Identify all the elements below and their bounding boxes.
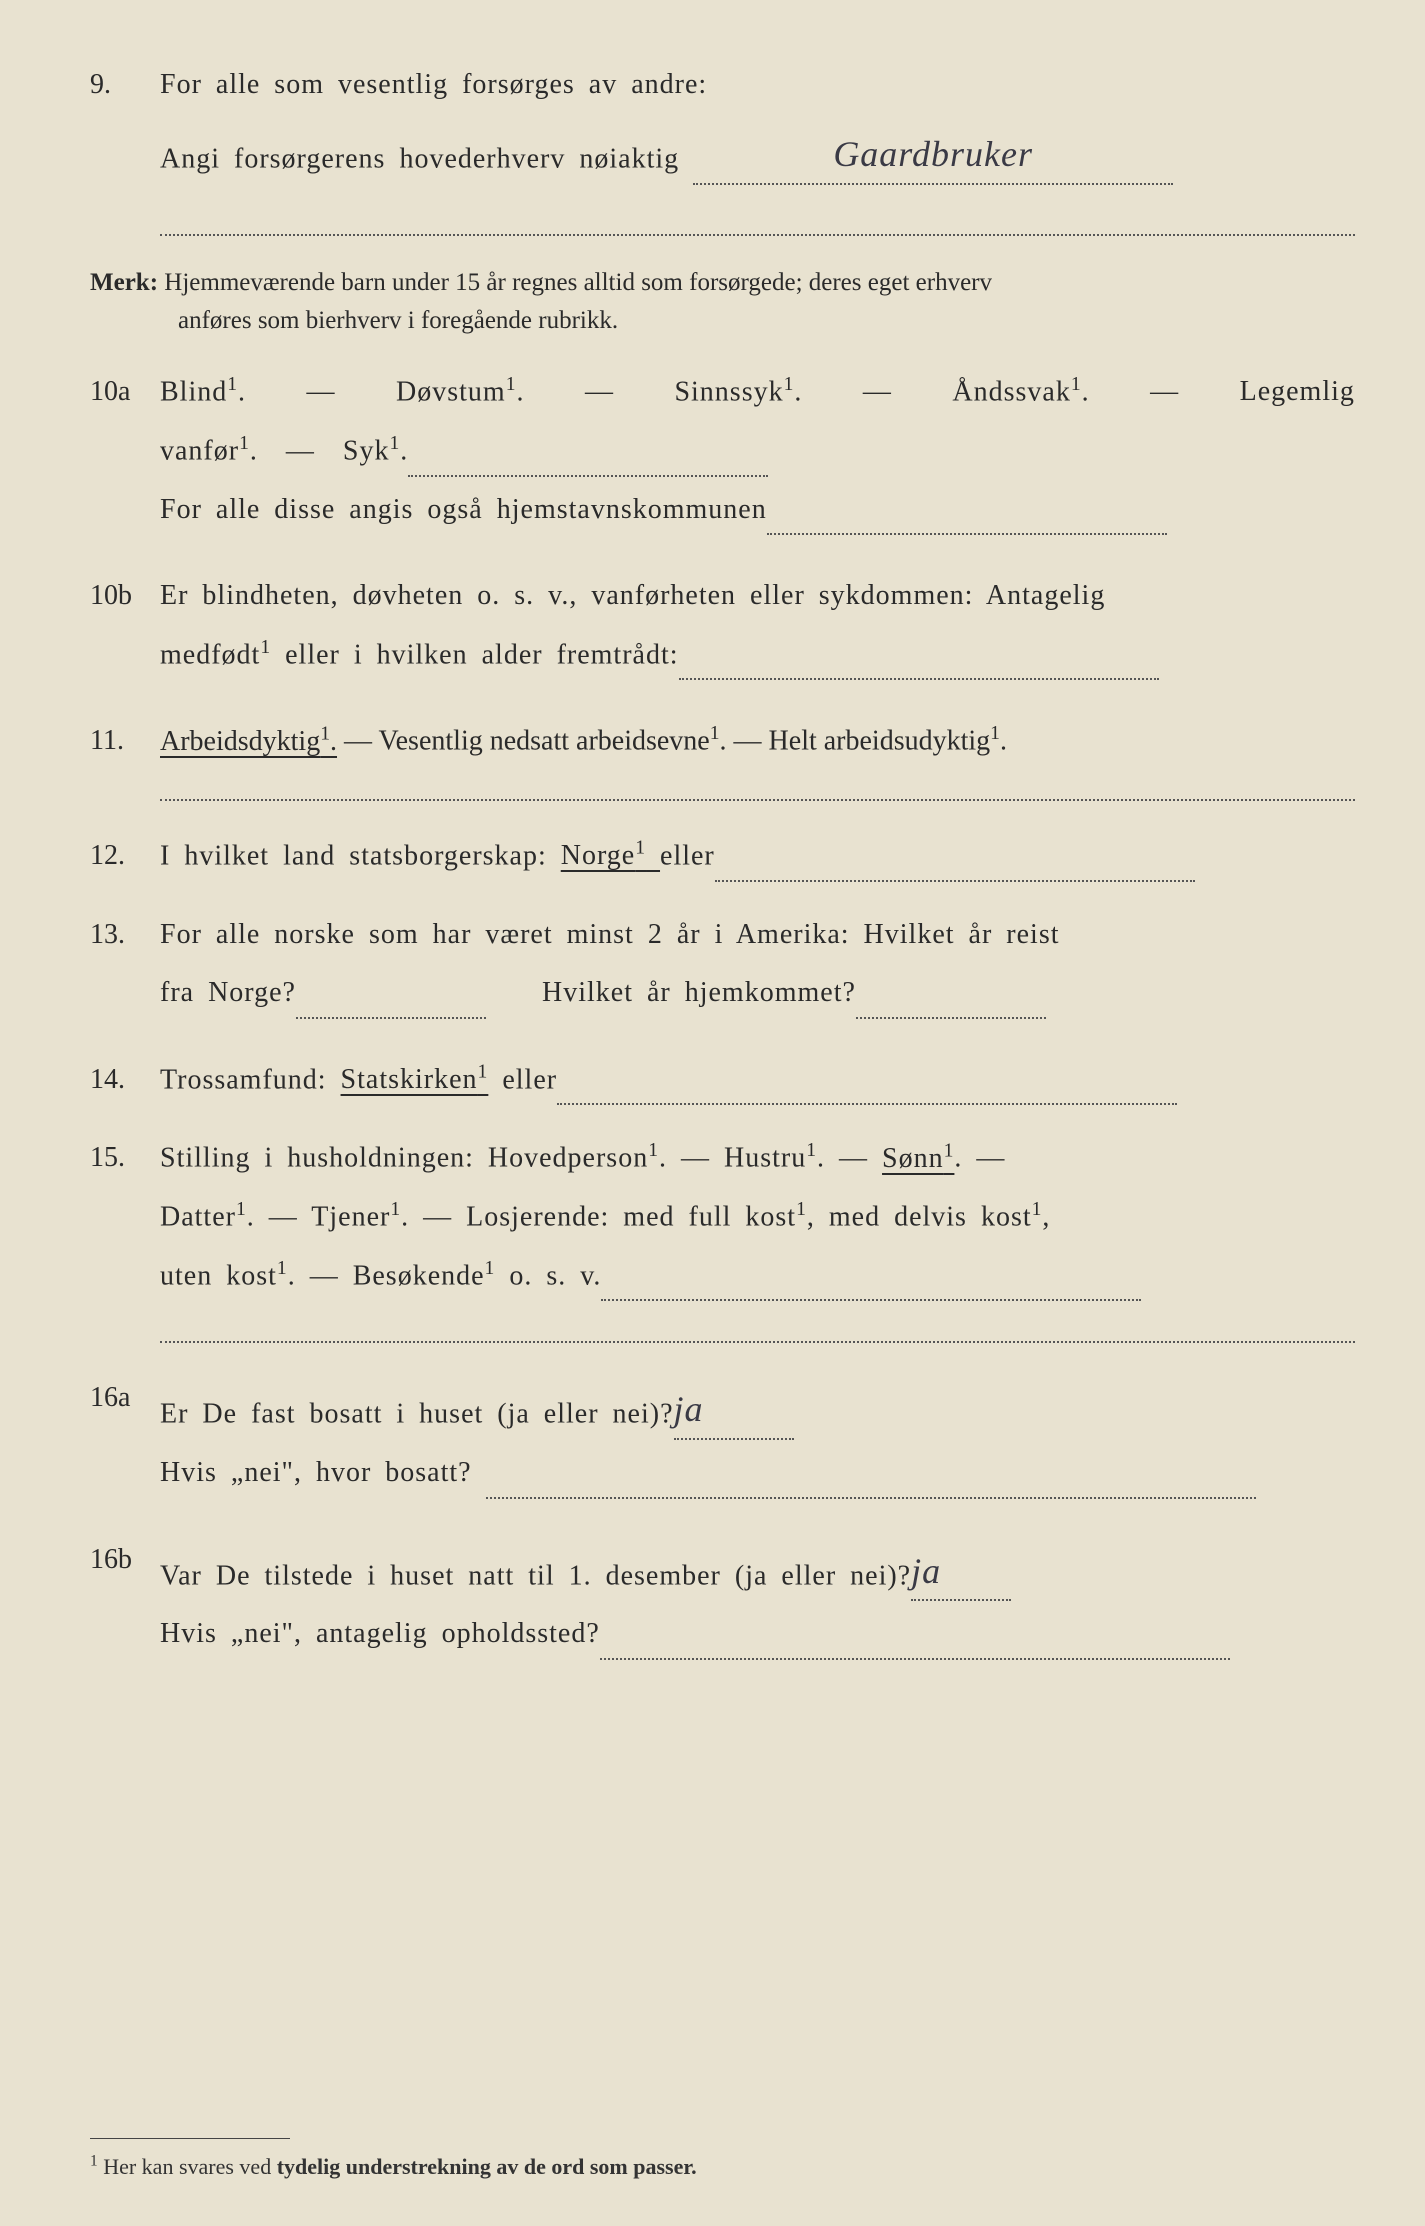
q11-end: — Helt arbeidsudyktig [727, 726, 991, 757]
q10a-opt1: Blind [160, 377, 227, 408]
q15-l1a: Stilling i husholdningen: Hovedperson [160, 1143, 648, 1174]
q10b-line2b: eller i hvilken alder fremtrådt: [271, 639, 678, 670]
q12-opt: Norge [561, 840, 635, 871]
q15-number: 15. [90, 1133, 160, 1183]
merk-text1: Hjemmeværende barn under 15 år regnes al… [164, 269, 992, 296]
q14-number: 14. [90, 1055, 160, 1105]
question-16a: 16a Er De fast bosatt i huset (ja eller … [90, 1373, 1355, 1506]
q9-number: 9. [90, 60, 160, 110]
q10b-medfodt: medfødt [160, 639, 260, 670]
q10a-syk: Syk [343, 435, 390, 466]
q12-number: 12. [90, 831, 160, 881]
q15-l1b: — Hustru [667, 1143, 806, 1174]
q10a-opt3: Sinnssyk [674, 377, 783, 408]
q13-number: 13. [90, 910, 160, 960]
q16a-number: 16a [90, 1373, 160, 1423]
q15-sonn: Sønn [882, 1143, 944, 1174]
q13-line2a: fra Norge? [160, 977, 296, 1008]
q14-opt: Statskirken [341, 1064, 478, 1095]
q16b-answer: ja [911, 1551, 941, 1591]
q16b-number: 16b [90, 1535, 160, 1585]
merk-text2: anføres som bierhverv i foregående rubri… [178, 302, 1355, 340]
footnote-text: Her kan svares ved tydelig understreknin… [103, 2154, 696, 2179]
q15-l1d: — [962, 1143, 1005, 1174]
q16a-line2: Hvis „nei", hvor bosatt? [160, 1457, 472, 1488]
q11-number: 11. [90, 716, 160, 766]
q15-l1c: — [825, 1143, 882, 1174]
q11-mid: — Vesentlig nedsatt arbeidsevne [337, 726, 710, 757]
q16b-line1: Var De tilstede i huset natt til 1. dese… [160, 1560, 911, 1591]
q9-line1: For alle som vesentlig forsørges av andr… [160, 60, 1355, 110]
q14-after: eller [488, 1064, 557, 1095]
question-10b: 10b Er blindheten, døvheten o. s. v., va… [90, 571, 1355, 688]
q12-text: I hvilket land statsborgerskap: [160, 840, 561, 871]
q15-l2a: Datter [160, 1201, 236, 1232]
question-15: 15. Stilling i husholdningen: Hovedperso… [90, 1133, 1355, 1309]
q15-l2d: , med delvis kost [807, 1201, 1032, 1232]
question-13: 13. For alle norske som har været minst … [90, 910, 1355, 1027]
separator-2 [160, 1339, 1355, 1343]
q10a-opt4: Åndssvak [952, 377, 1070, 408]
separator-1 [160, 797, 1355, 801]
q9-blank-line [160, 195, 1355, 236]
q16b-line2: Hvis „nei", antagelig opholdssted? [160, 1618, 600, 1649]
question-14: 14. Trossamfund: Statskirken1 eller [90, 1055, 1355, 1106]
q10b-line1: Er blindheten, døvheten o. s. v., vanfør… [160, 571, 1355, 621]
footnote-rule [90, 2138, 290, 2139]
q10a-number: 10a [90, 367, 160, 417]
question-16b: 16b Var De tilstede i huset natt til 1. … [90, 1535, 1355, 1668]
q16a-line1: Er De fast bosatt i huset (ja eller nei)… [160, 1399, 674, 1430]
q9-answer: Gaardbruker [833, 134, 1033, 174]
question-9: 9. For alle som vesentlig forsørges av a… [90, 60, 1355, 236]
merk-label: Merk: [90, 269, 158, 296]
q10a-opt2: Døvstum [396, 377, 506, 408]
footnote: 1 Her kan svares ved tydelig understrekn… [90, 2147, 1355, 2187]
q10a-line3: For alle disse angis også hjemstavnskomm… [160, 494, 767, 525]
q15-l2b: — Tjener [255, 1201, 391, 1232]
q10a-vanfor: vanfør [160, 435, 239, 466]
q9-line2: Angi forsørgerens hovederhverv nøiaktig [160, 144, 679, 175]
q15-l3c: o. s. v. [495, 1260, 601, 1291]
q12-after: eller [660, 840, 715, 871]
q10b-number: 10b [90, 571, 160, 621]
q15-l3b: — Besøkende [296, 1260, 485, 1291]
q11-opt1: Arbeidsdyktig [160, 726, 320, 757]
question-11: 11. Arbeidsdyktig1. — Vesentlig nedsatt … [90, 716, 1355, 767]
q15-l2c: — Losjerende: med full kost [409, 1201, 796, 1232]
footnote-sup: 1 [90, 2152, 98, 2169]
q14-text: Trossamfund: [160, 1064, 341, 1095]
census-form-page: 9. For alle som vesentlig forsørges av a… [0, 0, 1425, 2226]
question-12: 12. I hvilket land statsborgerskap: Norg… [90, 831, 1355, 882]
question-10a: 10a Blind1. — Døvstum1. — Sinnssyk1. — Å… [90, 367, 1355, 543]
q15-l3a: uten kost [160, 1260, 277, 1291]
q16a-answer: ja [674, 1389, 704, 1429]
note-merk: Merk: Hjemmeværende barn under 15 år reg… [90, 264, 1355, 339]
q10a-opt5: Legemlig [1240, 367, 1355, 418]
q13-line2b: Hvilket år hjemkommet? [542, 977, 856, 1008]
q13-line1: For alle norske som har været minst 2 år… [160, 910, 1355, 960]
